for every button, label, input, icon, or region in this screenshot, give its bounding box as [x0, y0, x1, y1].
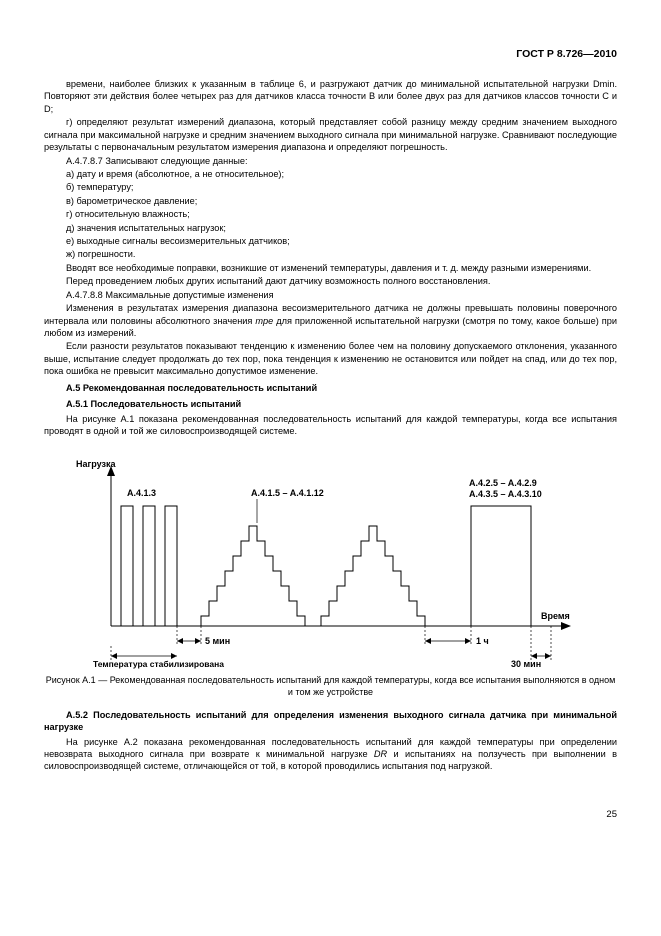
svg-text:Нагрузка: Нагрузка [76, 459, 116, 469]
para-5: Перед проведением любых других испытаний… [44, 275, 617, 287]
page-number: 25 [44, 809, 617, 820]
heading-a52: A.5.2 Последовательность испытаний для о… [44, 709, 617, 734]
para-6: A.4.7.8.8 Максимальные допустимые измене… [44, 289, 617, 301]
para-3: A.4.7.8.7 Записывают следующие данные: [44, 155, 617, 167]
svg-text:A.4.2.5 – A.4.2.9: A.4.2.5 – A.4.2.9 [469, 478, 537, 488]
para-9: На рисунке A.1 показана рекомендованная … [44, 413, 617, 438]
doc-header: ГОСТ Р 8.726—2010 [44, 48, 617, 60]
list-f: е) выходные сигналы весоизмерительных да… [44, 235, 617, 247]
svg-text:5 мин: 5 мин [205, 636, 230, 646]
para-8: Если разности результатов показывают тен… [44, 340, 617, 377]
heading-a51: A.5.1 Последовательность испытаний [44, 398, 617, 410]
list-d: г) относительную влажность; [44, 208, 617, 220]
svg-text:Температура стабилизирована: Температура стабилизирована [93, 659, 224, 669]
list-e: д) значения испытательных нагрузок; [44, 222, 617, 234]
para-1: времени, наиболее близких к указанным в … [44, 78, 617, 115]
svg-text:1 ч: 1 ч [476, 636, 489, 646]
svg-text:A.4.1.5 – A.4.1.12: A.4.1.5 – A.4.1.12 [251, 488, 324, 498]
para-7: Изменения в результатах измерения диапаз… [44, 302, 617, 339]
heading-a5: A.5 Рекомендованная последовательность и… [44, 382, 617, 394]
para-2: г) определяют результат измерений диапаз… [44, 116, 617, 153]
list-g: ж) погрешности. [44, 248, 617, 260]
list-b: б) температуру; [44, 181, 617, 193]
svg-text:Время: Время [541, 611, 570, 621]
list-c: в) барометрическое давление; [44, 195, 617, 207]
para-10: На рисунке A.2 показана рекомендованная … [44, 736, 617, 773]
svg-text:30 мин: 30 мин [511, 659, 541, 669]
figure-a1: Нагрузка Время A.4.1.3 A.4.1.5 – A.4.1.1… [71, 451, 591, 671]
list-a: а) дату и время (абсолютное, а не относи… [44, 168, 617, 180]
svg-text:A.4.1.3: A.4.1.3 [127, 488, 156, 498]
para-4: Вводят все необходимые поправки, возникш… [44, 262, 617, 274]
svg-text:A.4.3.5 – A.4.3.10: A.4.3.5 – A.4.3.10 [469, 489, 542, 499]
figure-caption: Рисунок A.1 — Рекомендованная последоват… [44, 675, 617, 698]
